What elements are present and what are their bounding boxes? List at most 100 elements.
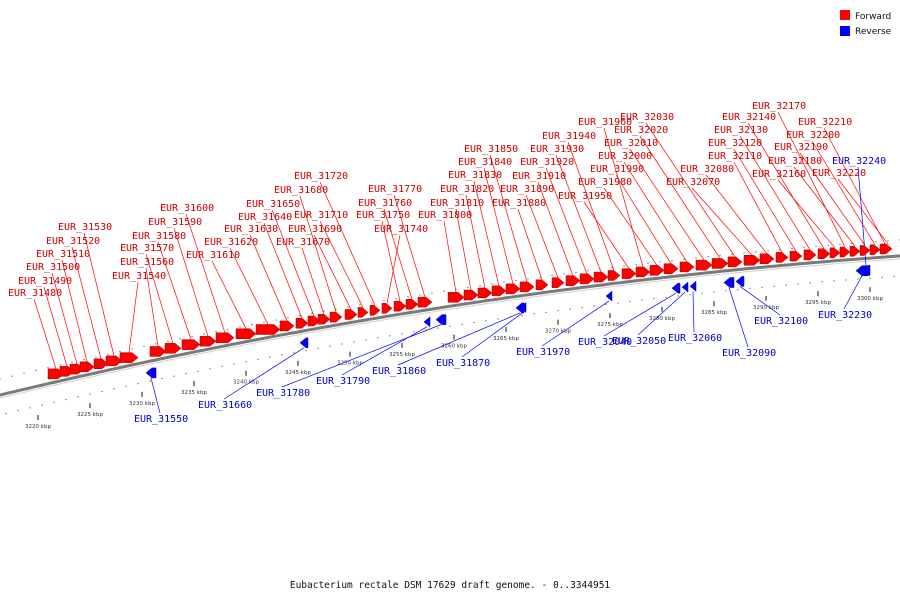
forward-gene[interactable]	[535, 279, 549, 291]
forward-gene[interactable]	[859, 245, 871, 256]
forward-gene[interactable]	[463, 289, 479, 301]
gene-label-eur_31930[interactable]: EUR_31930	[530, 144, 584, 155]
reverse-gene[interactable]	[681, 281, 689, 293]
gene-label-eur_31890[interactable]: EUR_31890	[500, 184, 554, 195]
forward-gene[interactable]	[199, 335, 217, 347]
gene-label-eur_31800[interactable]: EUR_31800	[418, 210, 472, 221]
forward-gene[interactable]	[869, 244, 881, 255]
forward-gene[interactable]	[817, 248, 831, 259]
gene-label-eur_31490[interactable]: EUR_31490	[18, 276, 72, 287]
gene-label-eur_32110[interactable]: EUR_32110	[708, 151, 762, 162]
forward-gene[interactable]	[635, 266, 651, 278]
reverse-gene[interactable]	[861, 265, 871, 276]
reverse-gene[interactable]	[299, 337, 309, 349]
forward-gene[interactable]	[789, 250, 803, 262]
gene-label-eur_31530[interactable]: EUR_31530	[58, 222, 112, 233]
forward-gene[interactable]	[105, 355, 123, 367]
gene-label-eur_31820[interactable]: EUR_31820	[440, 184, 494, 195]
gene-label-eur_32200[interactable]: EUR_32200	[786, 130, 840, 141]
gene-label-eur_31630[interactable]: EUR_31630	[224, 224, 278, 235]
gene-label-eur_31560[interactable]: EUR_31560	[120, 257, 174, 268]
forward-gene[interactable]	[215, 332, 235, 344]
gene-label-eur_32060[interactable]: EUR_32060	[668, 333, 722, 344]
forward-gene[interactable]	[317, 313, 331, 325]
forward-gene[interactable]	[381, 303, 393, 314]
reverse-gene[interactable]	[423, 316, 431, 328]
gene-label-eur_32080[interactable]: EUR_32080	[680, 164, 734, 175]
gene-label-eur_31640[interactable]: EUR_31640	[238, 212, 292, 223]
gene-label-eur_31590[interactable]: EUR_31590	[148, 217, 202, 228]
gene-label-eur_32190[interactable]: EUR_32190	[774, 142, 828, 153]
gene-label-eur_31540[interactable]: EUR_31540	[112, 271, 166, 282]
gene-label-eur_31720[interactable]: EUR_31720	[294, 171, 348, 182]
gene-label-eur_31580[interactable]: EUR_31580	[132, 231, 186, 242]
gene-label-eur_32230[interactable]: EUR_32230	[818, 310, 872, 321]
gene-label-eur_32070[interactable]: EUR_32070	[666, 177, 720, 188]
gene-label-eur_31990[interactable]: EUR_31990	[590, 164, 644, 175]
forward-gene[interactable]	[759, 253, 775, 265]
forward-gene[interactable]	[477, 287, 493, 299]
forward-gene[interactable]	[235, 328, 257, 339]
forward-gene[interactable]	[849, 245, 861, 257]
reverse-gene[interactable]	[145, 367, 157, 379]
gene-label-eur_31860[interactable]: EUR_31860	[372, 366, 426, 377]
reverse-gene[interactable]	[723, 277, 735, 288]
gene-label-eur_31620[interactable]: EUR_31620	[204, 237, 258, 248]
reverse-gene[interactable]	[435, 314, 447, 325]
forward-gene[interactable]	[181, 339, 201, 350]
gene-label-eur_31710[interactable]: EUR_31710	[294, 210, 348, 221]
gene-label-eur_31830[interactable]: EUR_31830	[448, 170, 502, 181]
forward-gene[interactable]	[743, 254, 761, 266]
gene-label-eur_31690[interactable]: EUR_31690	[288, 224, 342, 235]
forward-gene[interactable]	[149, 346, 167, 357]
forward-gene[interactable]	[607, 270, 621, 281]
forward-gene[interactable]	[505, 283, 521, 295]
gene-label-eur_32130[interactable]: EUR_32130	[714, 125, 768, 136]
forward-gene[interactable]	[803, 249, 817, 261]
gene-label-eur_31870[interactable]: EUR_31870	[436, 358, 490, 369]
gene-label-eur_32120[interactable]: EUR_32120	[708, 138, 762, 149]
forward-gene[interactable]	[695, 259, 713, 271]
reverse-gene[interactable]	[519, 301, 527, 313]
gene-label-eur_32210[interactable]: EUR_32210	[798, 117, 852, 128]
gene-label-eur_32010[interactable]: EUR_32010	[604, 138, 658, 149]
gene-label-eur_32240[interactable]: EUR_32240	[832, 156, 886, 167]
gene-label-eur_32140[interactable]: EUR_32140	[722, 112, 776, 123]
forward-gene[interactable]	[93, 358, 109, 369]
gene-label-eur_32040[interactable]: EUR_32040	[578, 337, 632, 348]
forward-gene[interactable]	[405, 298, 419, 310]
forward-gene[interactable]	[579, 273, 595, 285]
reverse-gene[interactable]	[515, 302, 525, 314]
gene-label-eur_32160[interactable]: EUR_32160	[752, 169, 806, 180]
forward-gene[interactable]	[775, 252, 789, 263]
reverse-gene[interactable]	[671, 282, 681, 294]
gene-label-eur_32090[interactable]: EUR_32090	[722, 348, 776, 359]
gene-label-eur_31760[interactable]: EUR_31760	[358, 198, 412, 209]
gene-label-eur_31520[interactable]: EUR_31520	[46, 236, 100, 247]
gene-label-eur_31950[interactable]: EUR_31950	[558, 191, 612, 202]
forward-gene[interactable]	[519, 281, 535, 293]
forward-gene[interactable]	[829, 247, 841, 259]
gene-label-eur_31840[interactable]: EUR_31840	[458, 157, 512, 168]
forward-gene[interactable]	[727, 256, 743, 268]
gene-label-eur_31600[interactable]: EUR_31600	[160, 203, 214, 214]
forward-gene[interactable]	[711, 258, 729, 269]
gene-label-eur_31610[interactable]: EUR_31610	[186, 250, 240, 261]
gene-label-eur_31790[interactable]: EUR_31790	[316, 376, 370, 387]
forward-gene[interactable]	[551, 277, 565, 288]
forward-gene[interactable]	[255, 324, 281, 335]
gene-label-eur_31940[interactable]: EUR_31940	[542, 131, 596, 142]
reverse-gene[interactable]	[689, 280, 697, 292]
forward-gene[interactable]	[839, 246, 851, 258]
gene-label-eur_31670[interactable]: EUR_31670	[276, 237, 330, 248]
gene-label-eur_31810[interactable]: EUR_31810	[430, 198, 484, 209]
gene-label-eur_32030[interactable]: EUR_32030	[620, 112, 674, 123]
forward-gene[interactable]	[369, 305, 381, 316]
gene-label-eur_31480[interactable]: EUR_31480	[8, 288, 62, 299]
forward-gene[interactable]	[79, 361, 95, 373]
forward-gene[interactable]	[679, 261, 695, 273]
gene-label-eur_31570[interactable]: EUR_31570	[120, 243, 174, 254]
forward-gene[interactable]	[279, 320, 295, 332]
reverse-gene[interactable]	[605, 290, 613, 302]
